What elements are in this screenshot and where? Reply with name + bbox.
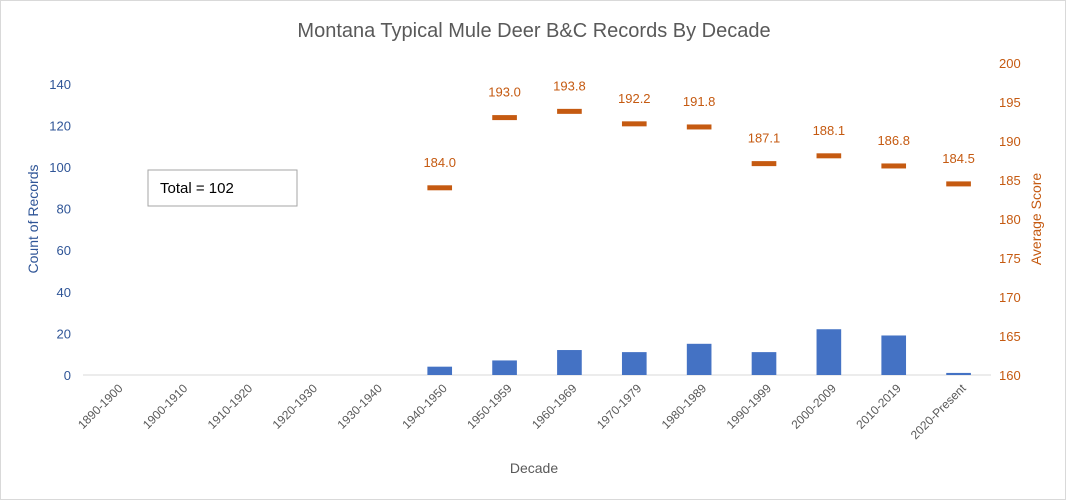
bar-2010-2019 [881,335,907,375]
left-tick-label: 140 [49,77,71,92]
score-marker-1990-1999 [751,161,777,167]
right-tick-label: 175 [999,251,1021,266]
right-tick-label: 195 [999,95,1021,110]
score-marker-2010-2019 [881,163,907,169]
left-tick-label: 100 [49,160,71,175]
x-tick-label: 1890-1900 [75,381,126,432]
bar-2000-2009 [816,329,842,375]
x-tick-label: 1960-1969 [529,381,580,432]
left-tick-label: 80 [57,202,71,217]
left-tick-label: 120 [49,118,71,133]
bar-2020-Present [946,372,971,375]
x-axis-categories: 1890-1900 1900-1910 1910-1920 1920-1930 1930… [75,381,969,442]
x-tick-label: 2020-Present [908,381,969,442]
y-axis-label: Count of Records [25,165,41,274]
right-tick-label: 180 [999,212,1021,227]
score-label-1970-1979: 192.2 [618,91,651,106]
x-tick-label: 2010-2019 [853,381,904,432]
bar-1980-1989 [686,343,712,375]
x-tick-label: 1940-1950 [399,381,450,432]
score-marker-2000-2009 [816,153,842,159]
total-annotation: Total = 102 [147,169,298,207]
x-tick-label: 1990-1999 [724,381,775,432]
bar-1990-1999 [751,352,777,375]
x-tick-label: 1920-1930 [270,381,321,432]
score-label-1960-1969: 193.8 [553,78,586,93]
right-tick-label: 200 [999,56,1021,71]
x-tick-label: 1980-1989 [659,381,710,432]
x-tick-label: 1910-1920 [205,381,256,432]
score-marker-1940-1950 [427,185,453,191]
x-tick-label: 1950-1959 [464,381,515,432]
bar-1940-1950 [427,366,453,375]
left-tick-label: 20 [57,326,71,341]
x-tick-label: 1970-1979 [594,381,645,432]
right-tick-label: 190 [999,134,1021,149]
score-label-1950-1959: 193.0 [488,85,521,100]
score-label-1990-1999: 187.1 [748,131,781,146]
bar-series [427,329,971,375]
score-marker-1960-1969 [557,108,582,114]
score-marker-2020-Present [946,181,971,187]
x-tick-label: 1900-1910 [140,381,191,432]
score-marker-1970-1979 [621,121,647,127]
marker-series: 184.0 193.0 193.8 192.2 191.8 187.1 188.1 186.8… [423,78,975,191]
x-tick-label: 2000-2009 [788,381,839,432]
score-label-1940-1950: 184.0 [423,155,456,170]
right-tick-label: 170 [999,290,1021,305]
left-axis: 0 20 40 60 80 100 120 140 [49,77,71,383]
score-marker-1980-1989 [686,124,712,130]
right-axis: 160 165 170 175 180 185 190 195 200 [999,56,1021,383]
left-tick-label: 60 [57,243,71,258]
left-tick-label: 0 [64,368,71,383]
x-axis-label: Decade [510,460,558,476]
chart-title: Montana Typical Mule Deer B&C Records By… [297,20,770,42]
total-annotation-text: Total = 102 [160,180,234,197]
x-tick-label: 1930-1940 [334,381,385,432]
right-tick-label: 165 [999,329,1021,344]
right-tick-label: 160 [999,368,1021,383]
score-label-2020-Present: 184.5 [942,151,975,166]
left-tick-label: 40 [57,285,71,300]
score-label-2000-2009: 188.1 [813,123,846,138]
bar-1970-1979 [621,352,647,375]
score-label-1980-1989: 191.8 [683,94,716,109]
right-tick-label: 185 [999,173,1021,188]
bar-1950-1959 [492,360,517,375]
total-annotation-box [147,169,298,207]
score-label-2010-2019: 186.8 [877,133,910,148]
bar-1960-1969 [557,350,582,375]
y2-axis-label: Average Score [1028,173,1044,266]
score-marker-1950-1959 [492,115,517,121]
